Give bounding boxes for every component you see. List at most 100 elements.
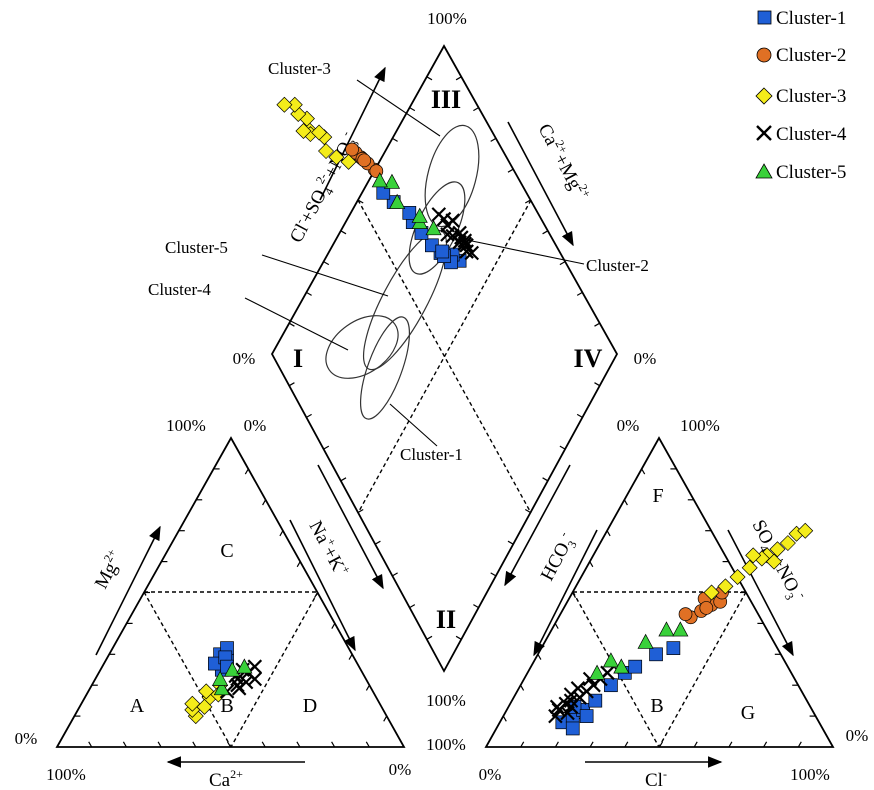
cluster-callouts — [244, 79, 585, 447]
anion-tick-marks — [502, 468, 816, 748]
cluster-3-anion-point — [769, 541, 786, 558]
cluster-3-anion-point — [797, 522, 814, 539]
diamond: I II III IV — [270, 44, 619, 673]
cluster-4-cation-point — [247, 671, 263, 687]
callout-cluster-3: Cluster-3 — [268, 59, 331, 78]
region-label-ii: II — [436, 605, 456, 634]
diamond-divider-lines — [357, 199, 532, 514]
cluster-2-diamond-point — [357, 153, 372, 168]
cluster-1-anion-point — [649, 647, 663, 662]
cluster-4-diamond-point — [431, 207, 447, 222]
cluster-5-cation-point — [213, 680, 230, 696]
cluster-3-anion-point — [766, 553, 783, 570]
cluster-1-anion-point — [666, 641, 681, 655]
cluster-1-anion-point — [604, 678, 618, 693]
cluster-5-anion-point — [613, 658, 630, 674]
legend-item-cluster-3: Cluster-3 — [755, 86, 846, 107]
legend-item-cluster-2: Cluster-2 — [756, 45, 846, 66]
pct-cation-top-0: 0% — [244, 416, 267, 435]
anion-triangle: E B F G — [484, 436, 835, 748]
ellipse-cluster-4 — [325, 315, 399, 379]
axis-label-mg: Mg2+ — [88, 546, 128, 592]
region-label-c: C — [220, 540, 233, 562]
pct-anion-top-100: 100% — [680, 416, 720, 435]
cluster-3-cation-point — [184, 695, 201, 712]
cluster-3-diamond-point — [295, 122, 312, 139]
pct-cation-top-100: 100% — [166, 416, 206, 435]
cation-triangle: A B C D — [55, 436, 406, 748]
legend: Cluster-1 Cluster-2 Cluster-3 Cluster-4 … — [755, 8, 847, 183]
cluster-5-anion-point — [588, 664, 606, 680]
axis-label-cl: Cl- — [645, 767, 667, 790]
cluster-5-diamond-point — [389, 193, 406, 209]
cluster-4-diamond-point — [445, 228, 460, 244]
svg-text:Cluster-3: Cluster-3 — [776, 86, 846, 107]
svg-text:Cluster-2: Cluster-2 — [776, 45, 846, 66]
legend-marker-cross — [756, 125, 772, 141]
anion-triangle-divider-lines — [572, 591, 747, 748]
callout-cluster-4: Cluster-4 — [148, 280, 211, 299]
arrow-hco3 — [533, 529, 598, 657]
callout-cluster-2: Cluster-2 — [586, 256, 649, 275]
axis-label-ca: Ca2+ — [209, 767, 243, 790]
cluster-5-anion-point — [658, 621, 675, 637]
cluster-3-anion-point — [729, 569, 746, 586]
pct-cation-bottom-right: 0% — [389, 760, 412, 779]
arrow-cl-so4-no3 — [319, 66, 386, 201]
pct-anion-left-100a: 100% — [426, 691, 466, 710]
cluster-4-anion-point — [560, 705, 575, 721]
pct-cation-left: 0% — [15, 729, 38, 748]
cluster-1-anion-point — [579, 709, 594, 723]
arrow-so4-no3 — [727, 529, 794, 657]
cluster-3-diamond-point — [340, 153, 357, 170]
legend-marker-triangle — [755, 163, 773, 179]
cluster-3-cation-point — [198, 683, 215, 700]
pct-diamond-right: 0% — [634, 349, 657, 368]
region-label-g: G — [741, 702, 755, 724]
cation-triangle-divider-lines — [143, 591, 319, 748]
region-label-i: I — [293, 344, 303, 373]
cluster-2-anion-point — [678, 607, 693, 621]
cluster-4-diamond-point — [464, 245, 480, 261]
region-label-f: F — [652, 485, 663, 507]
cluster-3-diamond-point — [311, 124, 328, 141]
cluster-1-diamond-point — [435, 244, 450, 259]
cluster-5-cation-point — [212, 670, 229, 686]
cluster-5-diamond-point — [371, 172, 388, 188]
region-label-iii: III — [431, 85, 461, 114]
region-label-d: D — [303, 695, 317, 717]
legend-marker-diamond — [755, 87, 773, 105]
cluster-3-diamond-point — [276, 96, 293, 113]
cluster-5-cation-point — [236, 658, 253, 674]
cluster-2-anion-point — [699, 601, 714, 615]
cluster-4-anion-point — [563, 693, 579, 708]
svg-text:Cluster-5: Cluster-5 — [776, 162, 846, 183]
cluster-4-anion-point — [570, 681, 586, 696]
axis-label-ca-mg: Ca2++Mg2+ — [534, 119, 595, 204]
cluster-4-diamond-point — [459, 244, 474, 259]
arrow-ca-mg — [507, 121, 574, 247]
cluster-4-diamond-point — [459, 238, 474, 253]
region-label-iv: IV — [574, 344, 603, 373]
cluster-5-diamond-point — [411, 207, 428, 223]
cluster-1-anion-point — [565, 721, 580, 736]
cluster-3-anion-point — [717, 578, 734, 595]
pct-diamond-top: 100% — [427, 9, 467, 28]
axis-label-hco3: HCO3- — [534, 529, 581, 586]
cluster-3-diamond-point — [328, 149, 345, 166]
legend-item-cluster-5: Cluster-5 — [755, 162, 846, 183]
cluster-1-diamond-point — [402, 206, 417, 220]
ellipse-cluster-3 — [424, 124, 480, 228]
cluster-3-diamond-point — [318, 143, 335, 160]
region-label-b-anion: B — [650, 695, 663, 717]
cluster-1-anion-point — [628, 659, 643, 674]
arrow-mg — [95, 525, 161, 656]
cluster-3-anion-point — [745, 547, 762, 564]
pct-anion-bottom-left: 0% — [479, 765, 502, 784]
cluster-5-anion-point — [672, 621, 689, 637]
pct-anion-right: 0% — [846, 726, 869, 745]
cluster-3-anion-point — [703, 584, 720, 601]
pct-cation-bottom-left: 100% — [46, 765, 86, 784]
arrow-diamond-lower-right — [504, 464, 571, 587]
